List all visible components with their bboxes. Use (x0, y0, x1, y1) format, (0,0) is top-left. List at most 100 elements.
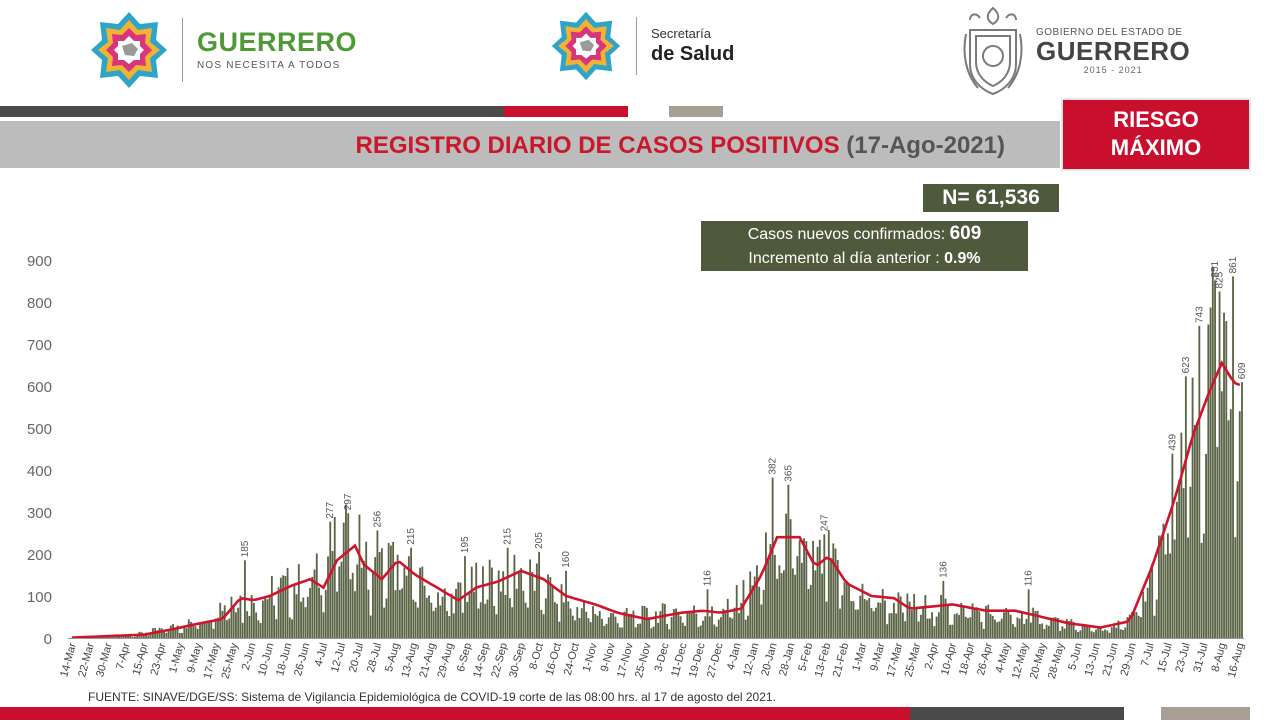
bar (405, 575, 408, 638)
bar (931, 612, 934, 638)
bar (432, 611, 435, 638)
bars-group (71, 266, 1243, 639)
x-tick-label: 21-Feb (831, 642, 852, 679)
bar (776, 578, 779, 638)
bar (661, 603, 664, 638)
bar (578, 618, 581, 638)
salud-star-icon (551, 11, 621, 81)
bar (1016, 617, 1019, 638)
bar (419, 567, 422, 638)
bar (798, 540, 801, 638)
bar (416, 607, 419, 638)
bar (522, 590, 525, 638)
bar (657, 622, 660, 638)
bar (605, 623, 608, 638)
x-tick-label: 5-Feb (796, 642, 815, 673)
bar (1202, 533, 1205, 638)
bar (906, 593, 909, 638)
bar (926, 618, 929, 638)
bar (1140, 617, 1142, 638)
bottom-strip-dark (910, 707, 1124, 720)
bar (845, 581, 848, 638)
bar (1211, 266, 1214, 638)
bar (1029, 622, 1032, 638)
y-tick-label: 800 (27, 295, 52, 312)
bar (861, 583, 864, 638)
bar (962, 605, 965, 638)
risk-badge: RIESGO MÁXIMO (1061, 98, 1251, 171)
bar (1182, 488, 1185, 638)
bar (980, 621, 983, 638)
bar (821, 573, 823, 638)
bar (598, 610, 601, 638)
bar (654, 611, 657, 638)
bar (767, 559, 770, 638)
bar (513, 554, 516, 638)
bar (881, 589, 884, 638)
bar (560, 584, 563, 638)
bar (230, 596, 233, 638)
x-tick-label: 10-Apr (939, 641, 959, 676)
bar (1155, 599, 1158, 638)
bar (252, 602, 255, 638)
bar (958, 614, 960, 638)
bar (594, 613, 597, 638)
bar (949, 624, 951, 638)
x-tick-label: 15-Apr (131, 641, 151, 676)
bar (455, 588, 457, 638)
bar (457, 582, 460, 638)
bar (717, 619, 720, 638)
bar (250, 595, 253, 638)
bar (607, 617, 610, 638)
bar (273, 605, 276, 638)
bar (1135, 612, 1138, 638)
bar (789, 519, 792, 638)
bar (1097, 626, 1100, 638)
bar (800, 562, 803, 638)
bar (488, 559, 491, 638)
bar (735, 585, 738, 638)
bar (412, 599, 415, 638)
bar (803, 538, 806, 638)
bar (246, 611, 249, 638)
bar (1041, 623, 1044, 638)
bottom-strip-red (0, 707, 910, 720)
bar (345, 504, 347, 638)
bar (547, 574, 550, 638)
bar (315, 553, 318, 638)
bar (544, 598, 547, 638)
bar (502, 571, 505, 638)
bar (1025, 618, 1028, 638)
bar (738, 613, 740, 638)
x-tick-label: 26-Apr (975, 641, 995, 676)
bar (500, 591, 502, 638)
bar (985, 606, 987, 638)
bar (275, 619, 278, 638)
bar (1056, 617, 1059, 638)
bar (372, 572, 374, 638)
guerrero-title: GUERRERO (197, 27, 358, 57)
bar (695, 613, 698, 638)
bar (901, 612, 904, 638)
bar (226, 620, 228, 638)
bar (531, 572, 534, 638)
bar (1223, 312, 1225, 638)
bar (596, 615, 599, 638)
bar (915, 607, 918, 638)
bar (414, 601, 417, 638)
bar (1196, 423, 1199, 638)
bar (508, 598, 511, 638)
x-tick-label: 16-Oct (544, 642, 564, 677)
bar (625, 607, 628, 638)
bar (908, 601, 911, 638)
bar (1234, 537, 1237, 638)
bar (506, 547, 509, 638)
bar (1164, 554, 1167, 638)
bar (1133, 611, 1136, 638)
bar (376, 530, 379, 638)
bar (300, 601, 302, 638)
bar (773, 554, 776, 638)
bar (538, 551, 541, 638)
bar (407, 556, 410, 638)
bar (174, 628, 177, 638)
